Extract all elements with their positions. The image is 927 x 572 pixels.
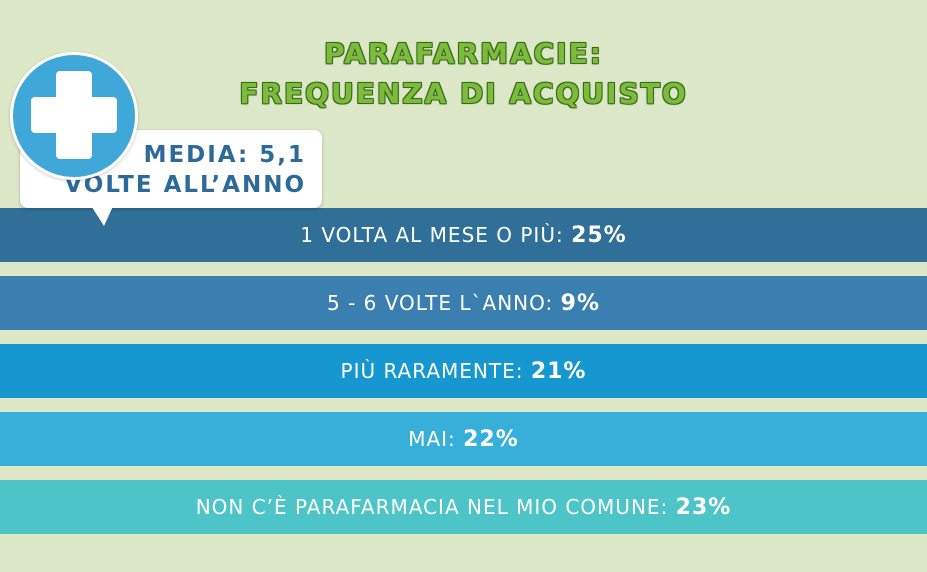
bar-value: 21% (530, 359, 587, 384)
bar-label: MAI: (408, 427, 464, 451)
bar-5: NON C’È PARAFARMACIA NEL MIO COMUNE: 23% (0, 480, 927, 534)
callout-tail (90, 204, 114, 226)
plus-icon-vertical (56, 71, 92, 159)
bar-label: 5 - 6 VOLTE L`ANNO: (326, 291, 561, 315)
bar-value: 25% (571, 223, 627, 248)
bar-2: 5 - 6 VOLTE L`ANNO: 9% (0, 276, 927, 330)
bar-label: PIÙ RARAMENTE: (340, 359, 531, 383)
bar-value: 22% (463, 427, 519, 452)
bar-label: NON C’È PARAFARMACIA NEL MIO COMUNE: (195, 495, 676, 519)
bar-3: PIÙ RARAMENTE: 21% (0, 344, 927, 398)
average-text: MEDIA: 5,1 VOLTE ALL’ANNO (64, 140, 306, 200)
average-line-2: VOLTE ALL’ANNO (64, 172, 306, 198)
bar-1: 1 VOLTA AL MESE O PIÙ: 25% (0, 208, 927, 262)
bar-4: MAI: 22% (0, 412, 927, 466)
average-line-1: MEDIA: 5,1 (143, 142, 306, 168)
bar-label: 1 VOLTA AL MESE O PIÙ: (300, 223, 572, 247)
chart-title-line-1: PARAFARMACIE: (324, 37, 603, 70)
bar-value: 9% (560, 291, 600, 316)
plus-icon (10, 52, 138, 180)
bar-value: 23% (675, 495, 732, 520)
chart-title-line-2: FREQUENZA DI ACQUISTO (239, 77, 688, 110)
chart-title: PARAFARMACIE: FREQUENZA DI ACQUISTO (0, 34, 927, 114)
